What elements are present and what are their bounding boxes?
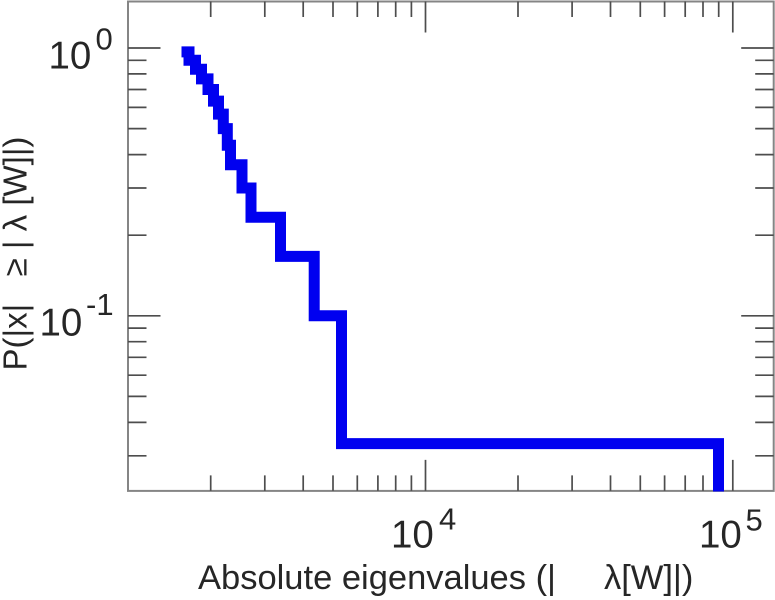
svg-text:4: 4 <box>439 502 456 537</box>
svg-text:10: 10 <box>49 35 92 78</box>
svg-text:5: 5 <box>746 503 763 538</box>
svg-text:-1: -1 <box>86 287 114 322</box>
svg-text:Absolute eigenvalues (| λ[: Absolute eigenvalues (| λ[W]|) <box>198 559 693 597</box>
svg-text:10: 10 <box>391 514 434 557</box>
svg-text:10: 10 <box>40 302 83 345</box>
svg-text:0: 0 <box>96 22 113 57</box>
svg-text:10: 10 <box>699 514 742 557</box>
svg-text:P(|x| ≥ | λ [W]|): P(|x| ≥ | λ [W]|) <box>0 137 34 371</box>
